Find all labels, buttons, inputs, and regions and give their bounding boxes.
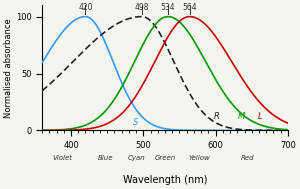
Text: 420: 420 [78, 3, 93, 12]
Text: Violet: Violet [52, 156, 72, 161]
Text: Green: Green [154, 156, 176, 161]
Text: 534: 534 [160, 3, 175, 12]
Text: Blue: Blue [98, 156, 113, 161]
X-axis label: Wavelength (nm): Wavelength (nm) [123, 175, 207, 185]
Text: Yellow: Yellow [189, 156, 211, 161]
Text: M: M [238, 112, 245, 121]
Text: R: R [213, 112, 219, 121]
Text: 564: 564 [182, 3, 197, 12]
Text: Cyan: Cyan [127, 156, 145, 161]
Text: L: L [258, 112, 263, 121]
Text: Red: Red [241, 156, 254, 161]
Y-axis label: Normalised absorbance: Normalised absorbance [4, 18, 13, 118]
Text: S: S [134, 118, 139, 127]
Text: 498: 498 [135, 3, 149, 12]
